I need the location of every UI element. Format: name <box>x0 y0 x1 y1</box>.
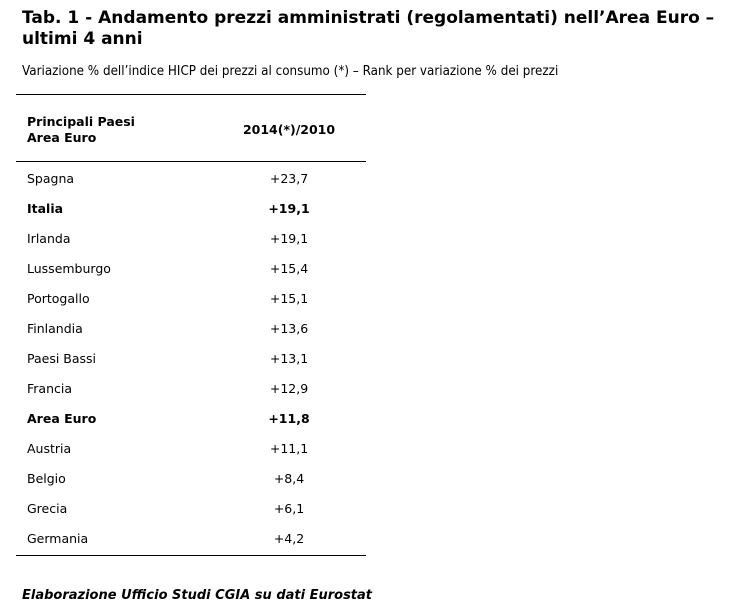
value-cell: +11,8 <box>268 411 310 426</box>
value-cell: +13,1 <box>269 351 309 366</box>
value-cell: +6,1 <box>273 501 305 516</box>
value-cell: +23,7 <box>269 171 309 186</box>
country-cell: Belgio <box>27 471 66 486</box>
table-row: Francia +12,9 <box>16 374 366 404</box>
country-cell: Francia <box>27 381 73 396</box>
value-cell: +12,9 <box>269 381 309 396</box>
table-row: Spagna +23,7 <box>16 164 366 194</box>
value-cell: +19,1 <box>268 201 310 216</box>
country-cell: Paesi Bassi <box>27 351 97 366</box>
country-cell: Irlanda <box>27 231 71 246</box>
table-subtitle: Variazione % dell’indice HICP dei prezzi… <box>22 64 559 79</box>
value-cell: +15,1 <box>269 291 309 306</box>
table-header: Principali Paesi Area Euro 2014(*)/2010 <box>16 95 366 162</box>
table-row: Lussemburgo +15,4 <box>16 254 366 284</box>
country-cell: Austria <box>27 441 72 456</box>
table-body: Spagna +23,7 Italia +19,1 Irlanda +19,1 Lussem… <box>16 162 366 555</box>
country-cell: Portogallo <box>27 291 90 306</box>
country-cell: Italia <box>27 201 64 216</box>
country-cell: Lussemburgo <box>27 261 111 276</box>
table-title: Tab. 1 - Andamento prezzi amministrati (… <box>22 8 715 49</box>
table-row: Germania +4,2 <box>16 524 366 554</box>
value-cell: +11,1 <box>269 441 309 456</box>
value-cell: +4,2 <box>273 531 305 546</box>
table-row: Irlanda +19,1 <box>16 224 366 254</box>
country-cell: Germania <box>27 531 89 546</box>
table-row: Paesi Bassi +13,1 <box>16 344 366 374</box>
table-row: Austria +11,1 <box>16 434 366 464</box>
country-cell: Grecia <box>27 501 68 516</box>
price-table: Principali Paesi Area Euro 2014(*)/2010 … <box>16 94 366 556</box>
table-row: Grecia +6,1 <box>16 494 366 524</box>
country-cell: Area Euro <box>27 411 97 426</box>
header-period: 2014(*)/2010 <box>242 122 336 137</box>
country-cell: Spagna <box>27 171 75 186</box>
value-cell: +8,4 <box>273 471 305 486</box>
source-note: Elaborazione Ufficio Studi CGIA su dati … <box>22 588 373 603</box>
table-row: Area Euro +11,8 <box>16 404 366 434</box>
table-row: Italia +19,1 <box>16 194 366 224</box>
table-row: Finlandia +13,6 <box>16 314 366 344</box>
value-cell: +13,6 <box>269 321 309 336</box>
table-row: Portogallo +15,1 <box>16 284 366 314</box>
value-cell: +19,1 <box>269 231 309 246</box>
country-cell: Finlandia <box>27 321 83 336</box>
value-cell: +15,4 <box>269 261 309 276</box>
header-country: Principali Paesi Area Euro <box>27 114 135 145</box>
table-row: Belgio +8,4 <box>16 464 366 494</box>
